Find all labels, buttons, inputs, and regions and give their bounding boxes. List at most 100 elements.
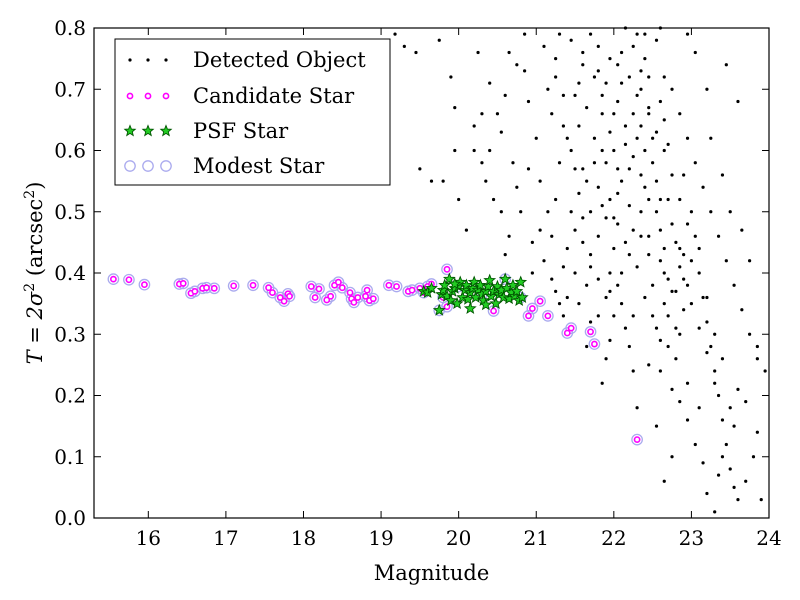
- detected-object-point-121: [658, 338, 662, 342]
- candidate-star-point-13: [269, 289, 276, 296]
- detected-object-point-182: [565, 295, 569, 300]
- detected-object-point-91: [716, 393, 721, 398]
- detected-object-point-141: [709, 210, 713, 214]
- candidate-star-point-10: [230, 282, 238, 290]
- detected-object-point-95: [732, 485, 736, 489]
- detected-object-point-44: [596, 185, 600, 189]
- psf-star-point-47: [479, 298, 493, 311]
- detected-object-point-270: [561, 93, 565, 97]
- modest-star-point-53: [631, 433, 643, 446]
- detected-object-point-256: [713, 381, 717, 385]
- detected-object-point-269: [565, 136, 569, 140]
- detected-object-point-261: [639, 234, 643, 238]
- detected-object-point-202: [616, 167, 620, 171]
- detected-object-point-66: [639, 87, 643, 91]
- detected-object-point-136: [670, 87, 674, 91]
- detected-object-point-40: [596, 69, 600, 73]
- candidate-star-point-34: [385, 281, 393, 289]
- modest-star-point-2: [138, 278, 151, 291]
- plot-frame: [93, 27, 770, 519]
- detected-object-point-69: [651, 161, 655, 165]
- detected-object-point-210: [600, 204, 604, 208]
- x-tick-label: 23: [679, 526, 704, 550]
- detected-object-point-68: [635, 136, 639, 140]
- detected-object-point-172: [488, 148, 492, 153]
- detected-object-point-62: [627, 75, 631, 79]
- legend-box: [114, 38, 391, 186]
- detected-object-point-65: [643, 57, 647, 61]
- detected-object-point-4: [453, 106, 457, 110]
- detected-object-point-138: [685, 136, 690, 140]
- detected-object-point-180: [538, 228, 542, 232]
- legend-marker-psf-star: [159, 124, 173, 137]
- detected-object-point-85: [693, 234, 697, 238]
- detected-object-point-49: [577, 302, 581, 306]
- detected-object-point-231: [755, 344, 759, 349]
- detected-object-point-214: [651, 136, 655, 140]
- psf-star-point-49: [448, 277, 462, 290]
- detected-object-point-11: [515, 63, 519, 67]
- detected-object-point-106: [678, 400, 682, 404]
- detected-object-point-177: [457, 197, 461, 202]
- legend: Detected Object Candidate Star PSF Star …: [114, 38, 391, 186]
- x-tick-label: 21: [524, 526, 549, 550]
- detected-object-point-212: [627, 204, 631, 208]
- detected-object-point-235: [554, 197, 558, 202]
- detected-object-point-149: [728, 406, 732, 410]
- detected-object-point-143: [724, 259, 728, 263]
- candidate-star-point-26: [346, 289, 354, 296]
- detected-object-point-152: [705, 295, 709, 300]
- y-tick-label: 0.3: [54, 322, 86, 346]
- detected-object-point-155: [682, 173, 686, 177]
- detected-object-point-232: [763, 369, 767, 373]
- x-tick-label: 18: [291, 526, 316, 550]
- detected-object-point-278: [662, 246, 666, 251]
- detected-object-point-250: [670, 222, 674, 226]
- detected-object-point-190: [623, 240, 628, 244]
- detected-object-point-30: [565, 246, 569, 251]
- detected-object-point-215: [662, 118, 666, 122]
- detected-object-point-99: [755, 430, 759, 434]
- candidate-star-point-37: [408, 286, 416, 294]
- candidate-star-point-24: [334, 278, 342, 286]
- detected-object-point-80: [674, 357, 678, 361]
- detected-object-point-90: [713, 369, 717, 373]
- detected-object-point-78: [658, 369, 662, 373]
- detected-object-point-158: [728, 210, 732, 214]
- detected-object-point-130: [647, 106, 651, 110]
- modest-star-point-51: [584, 325, 597, 338]
- detected-object-point-54: [608, 271, 612, 275]
- legend-marker-modest-star: [142, 160, 154, 172]
- detected-object-point-89: [709, 344, 713, 349]
- detected-object-point-46: [581, 240, 585, 244]
- x-tick-label: 22: [601, 526, 626, 550]
- detected-object-point-28: [561, 314, 565, 318]
- modest-star-point-14: [274, 291, 287, 304]
- modest-star-point-50: [565, 322, 578, 334]
- detected-object-point-167: [554, 57, 558, 61]
- detected-object-point-105: [685, 418, 690, 422]
- detected-object-point-265: [596, 277, 600, 281]
- detected-object-point-64: [635, 32, 639, 36]
- modest-star-point-43: [441, 300, 453, 313]
- detected-object-point-194: [651, 314, 655, 318]
- detected-object-point-104: [693, 442, 697, 447]
- y-axis-label-sup2: 2: [22, 190, 38, 199]
- detected-object-point-134: [654, 38, 659, 42]
- detected-object-point-42: [592, 136, 597, 140]
- detected-object-point-77: [666, 344, 670, 349]
- detected-object-point-123: [674, 289, 678, 293]
- detected-object-point-200: [647, 253, 651, 257]
- detected-object-point-33: [581, 167, 585, 171]
- modest-star-point-20: [313, 283, 325, 295]
- detected-object-point-137: [678, 112, 682, 116]
- detected-object-point-135: [662, 75, 666, 79]
- candidate-star-point-29: [354, 294, 362, 301]
- detected-object-point-169: [557, 161, 562, 165]
- detected-object-point-272: [542, 44, 546, 48]
- detected-object-point-268: [573, 167, 577, 171]
- detected-object-point-183: [573, 271, 577, 275]
- detected-object-point-211: [612, 216, 616, 220]
- y-tick-label: 0.1: [54, 445, 86, 469]
